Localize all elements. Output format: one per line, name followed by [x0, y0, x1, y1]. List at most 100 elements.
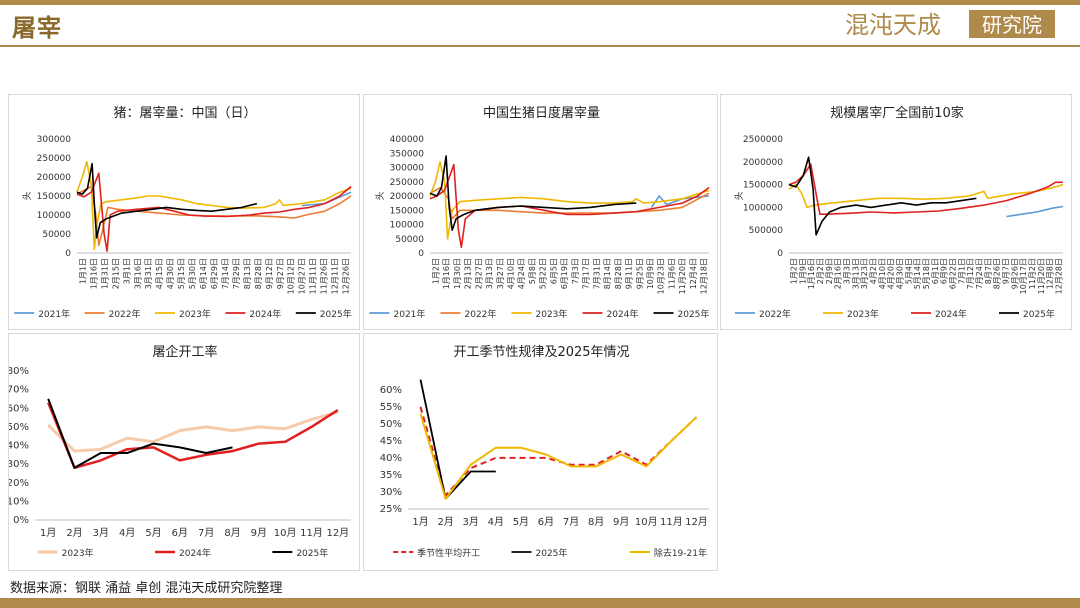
legend-entry: 2025年 — [678, 308, 710, 320]
x-tick-label: 6月9日 — [940, 258, 949, 284]
x-tick-label: 12月11日 — [331, 258, 340, 294]
y-tick-label: 1000000 — [743, 203, 783, 213]
legend-entry: 2023年 — [536, 308, 568, 320]
x-tick-label: 3月1日 — [122, 258, 131, 284]
x-tick-label: 3月16日 — [133, 258, 142, 289]
chart-title: 屠企开工率 — [152, 344, 217, 360]
y-tick-label: 0 — [418, 249, 424, 259]
x-tick-label: 1月16日 — [89, 258, 98, 289]
brand-logo: 混沌天成 研究院 — [845, 10, 1055, 39]
chart-panel-top10-plants: 规模屠宰厂全国前10家 0 500000 1000000 1500000 2000000 2… — [720, 94, 1072, 330]
x-tick-label: 6月5日 — [549, 258, 558, 284]
chart-svg-c5: 开工季节性规律及2025年情况 25% 30% 35% 40% 45% 50% 55% 60% 1… — [380, 345, 709, 559]
y-axis-label: 头 — [375, 191, 386, 200]
x-tick-label: 11月6日 — [667, 258, 676, 289]
y-tick-label: 400000 — [390, 135, 425, 145]
x-tick-label: 2月9日 — [825, 258, 834, 284]
chart-title: 中国生猪日度屠宰量 — [483, 105, 600, 121]
x-tick-label: 7月17日 — [582, 258, 591, 289]
x-tick-label: 7月29日 — [232, 258, 241, 289]
x-tick-label: 10月 — [274, 527, 297, 539]
x-tick-label: 7月3日 — [571, 258, 580, 284]
x-tick-label: 2月27日 — [474, 258, 483, 289]
x-tick-label: 9月 — [613, 516, 629, 528]
y-axis-label: 头 — [22, 191, 33, 200]
x-tick-label: 6月 — [538, 516, 554, 528]
x-tick-label: 5月4日 — [904, 258, 913, 284]
y-tick-label: 70% — [9, 385, 29, 396]
x-tick-label: 4月20日 — [887, 258, 896, 289]
y-tick-label: 2000000 — [743, 158, 783, 168]
legend-entry: 2025年 — [536, 547, 568, 559]
x-tick-label: 4月 — [119, 527, 135, 539]
chart-title: 规模屠宰厂全国前10家 — [830, 105, 964, 121]
legend-entry: 2022年 — [109, 308, 141, 320]
y-tick-label: 40% — [9, 441, 29, 452]
y-tick-label: 30% — [9, 459, 29, 470]
x-tick-label: 1月9日 — [798, 258, 807, 284]
x-tick-label: 1月2日 — [431, 258, 440, 284]
x-tick-label: 11月26日 — [320, 258, 329, 294]
series-line — [788, 156, 977, 236]
chart-title: 猪：屠宰量：中国（日） — [113, 105, 256, 121]
x-tick-label: 12月18日 — [700, 258, 709, 294]
x-tick-label: 11月 — [660, 516, 683, 528]
y-tick-label: 150000 — [390, 206, 425, 216]
series-line — [429, 186, 710, 220]
y-tick-label: 100000 — [390, 221, 425, 231]
y-tick-label: 25% — [380, 504, 402, 515]
legend-entry: 2025年 — [1023, 308, 1055, 320]
x-tick-label: 1月 — [412, 516, 428, 528]
legend-entry: 2024年 — [179, 547, 211, 559]
x-tick-label: 4月24日 — [517, 258, 526, 289]
x-tick-label: 6月 — [172, 527, 188, 539]
y-tick-label: 250000 — [37, 154, 72, 164]
y-tick-label: 1500000 — [743, 181, 783, 191]
x-tick-label: 8月 — [224, 527, 240, 539]
x-tick-label: 2月 — [66, 527, 82, 539]
x-tick-label: 2月16日 — [834, 258, 843, 289]
legend-entry: 季节性平均开工 — [417, 547, 480, 559]
series-line — [47, 410, 339, 453]
series-line — [76, 161, 352, 250]
x-tick-label: 11月 — [300, 527, 323, 539]
legend-entry: 2022年 — [759, 308, 791, 320]
x-tick-label: 9月12日 — [265, 258, 274, 289]
x-tick-label: 1月1日 — [78, 258, 87, 284]
x-tick-label: 5月15日 — [177, 258, 186, 289]
y-tick-label: 40% — [380, 453, 402, 464]
x-tick-label: 12月 — [326, 527, 349, 539]
chart-panel-daily-slaughter: 猪：屠宰量：中国（日） 0 50000 100000 150000 200000 25000… — [8, 94, 360, 330]
y-tick-label: 2500000 — [743, 135, 783, 145]
y-tick-label: 200000 — [390, 192, 425, 202]
header-rule — [0, 45, 1080, 47]
x-tick-label: 12月 — [685, 516, 708, 528]
series-line — [47, 402, 339, 470]
x-tick-label: 7月1日 — [957, 258, 966, 284]
x-tick-label: 5月 — [145, 527, 161, 539]
legend-entry: 2024年 — [935, 308, 967, 320]
chart-svg-c3: 规模屠宰厂全国前10家 0 500000 1000000 1500000 2000000 2… — [734, 105, 1064, 320]
x-tick-label: 12月28日 — [1055, 258, 1064, 294]
y-tick-label: 60% — [380, 385, 402, 396]
series-line — [788, 183, 1064, 209]
x-tick-label: 4月30日 — [166, 258, 175, 289]
x-tick-label: 8月28日 — [614, 258, 623, 289]
x-tick-label: 3月31日 — [144, 258, 153, 289]
y-tick-label: 300000 — [37, 135, 72, 145]
chart-panel-china-daily-slaughter: 中国生猪日度屠宰量 0 50000 100000 150000 200000 250000 3… — [363, 94, 718, 330]
x-tick-label: 11月11日 — [309, 258, 318, 294]
x-tick-label: 5月18日 — [922, 258, 931, 289]
x-tick-label: 5月22日 — [539, 258, 548, 289]
series-line — [419, 413, 698, 500]
x-tick-label: 3月27日 — [496, 258, 505, 289]
x-tick-label: 5月30日 — [188, 258, 197, 289]
x-tick-label: 9月25日 — [635, 258, 644, 289]
series-line — [76, 162, 258, 239]
y-tick-label: 60% — [9, 403, 29, 414]
x-tick-label: 6月22日 — [949, 258, 958, 289]
x-tick-label: 2月 — [437, 516, 453, 528]
legend-entry: 2024年 — [249, 308, 281, 320]
chart-svg-c4: 屠企开工率 0% 10% 20% 30% 40% 50% 60% 70% 80% 1月 2月 3月 4月 5… — [9, 344, 351, 559]
x-tick-label: 9月27日 — [276, 258, 285, 289]
